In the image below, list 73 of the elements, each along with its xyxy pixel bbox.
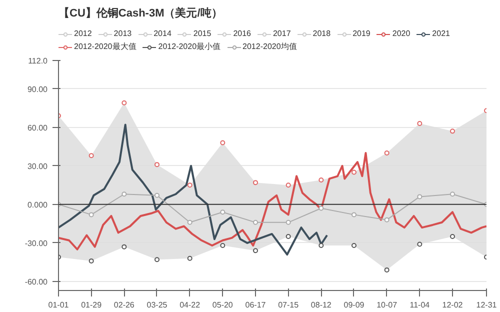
point <box>450 234 455 240</box>
point <box>286 220 291 225</box>
point <box>384 267 390 272</box>
chart-title: 【CU】伦铜Cash-3M（美元/吨） <box>58 6 222 20</box>
point <box>154 162 160 168</box>
point <box>187 182 192 188</box>
y-tick-label: 60.00 <box>27 123 48 132</box>
line-series <box>58 124 328 256</box>
legend-label: 2017 <box>272 29 291 38</box>
point <box>122 192 127 197</box>
y-tick-label: -60.00 <box>24 278 48 287</box>
point <box>187 220 192 225</box>
y-tick-label: 90.00 <box>27 84 48 94</box>
x-tick-label: 08-12 <box>310 300 332 310</box>
y-tick-label: 0.000 <box>27 200 48 210</box>
legend-label: 2013 <box>114 29 132 38</box>
point <box>384 217 390 222</box>
x-tick-label: 12-02 <box>442 300 464 310</box>
x-tick-label: 09-09 <box>344 300 365 310</box>
point <box>220 243 226 248</box>
x-tick-label: 03-25 <box>146 300 168 310</box>
legend-label: 2018 <box>312 29 331 38</box>
legend-label: 2014 <box>154 29 172 38</box>
x-tick-label: 04-22 <box>180 300 201 310</box>
legend-label: 2012-2020最小值 <box>158 41 221 52</box>
x-tick-label: 06-17 <box>245 300 266 310</box>
point <box>384 150 390 156</box>
legend-label: 2015 <box>193 29 212 38</box>
x-tick-label: 07-15 <box>278 300 300 310</box>
point <box>154 192 160 198</box>
point <box>252 180 258 186</box>
x-tick-label: 02-26 <box>114 300 135 310</box>
point <box>351 212 356 218</box>
point <box>286 182 291 188</box>
point <box>417 242 422 247</box>
point <box>88 212 94 218</box>
x-tick-label: 10-07 <box>376 300 398 310</box>
point <box>417 194 422 200</box>
y-tick-label: 30.00 <box>27 162 48 171</box>
legend-label: 2020 <box>392 29 410 38</box>
x-tick-label: 05-20 <box>212 300 234 310</box>
point <box>187 256 192 261</box>
point <box>318 178 324 182</box>
point <box>88 258 94 264</box>
point <box>286 234 291 240</box>
point <box>318 243 324 248</box>
point <box>220 140 226 146</box>
point <box>220 210 226 215</box>
point <box>351 170 356 175</box>
legend-label: 2019 <box>352 29 370 38</box>
legend-label: 2012 <box>74 29 92 38</box>
point <box>318 206 324 211</box>
point <box>252 248 258 254</box>
legend-label: 2012-2020均值 <box>242 41 297 52</box>
x-tick-label: 11-04 <box>410 300 430 310</box>
point <box>88 153 94 158</box>
point <box>122 100 127 106</box>
legend-label: 2012-2020最大值 <box>74 41 136 52</box>
y-tick-label: 112.0 <box>28 56 48 66</box>
y-tick-label: -30.00 <box>24 238 48 248</box>
point <box>450 192 455 197</box>
x-tick-label: 12-31 <box>476 300 498 310</box>
point <box>122 244 127 250</box>
legend-label: 2016 <box>233 29 251 38</box>
point <box>252 220 258 225</box>
point <box>417 120 422 126</box>
point <box>154 257 160 262</box>
line-series <box>58 152 486 250</box>
point <box>351 243 356 248</box>
x-tick-label: 01-01 <box>48 300 70 310</box>
legend-label: 2021 <box>432 29 450 38</box>
x-tick-label: 01-29 <box>81 300 102 310</box>
point <box>450 128 455 134</box>
